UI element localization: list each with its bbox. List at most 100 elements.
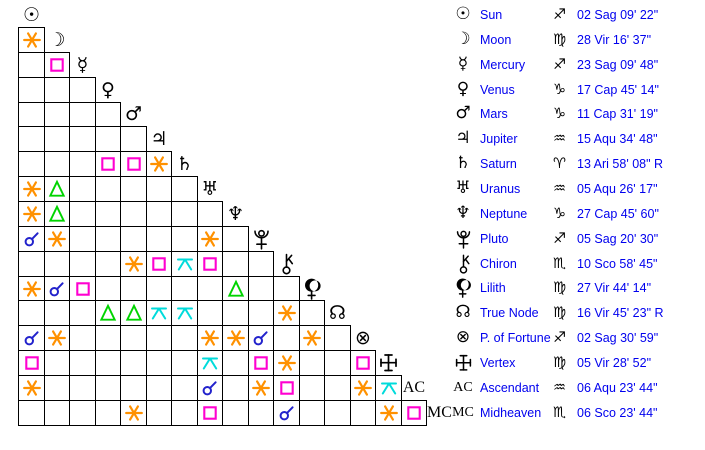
planet-position: 05 Sag 20' 30" (577, 231, 659, 246)
aspect-cell-midheaven-venus (95, 400, 121, 426)
planet-name: Lilith (480, 280, 506, 295)
trine-icon (124, 303, 144, 323)
aspect-cell-uranus-moon (44, 176, 70, 202)
legend-glyph-venus: ♀ (446, 81, 480, 98)
legend-glyph-sun: ☉ (446, 6, 480, 23)
grid-glyph-p-of-fortune: ⊗ (350, 325, 376, 351)
jupiter-icon: ♃ (150, 127, 168, 150)
grid-glyph-uranus: ♅ (197, 176, 223, 202)
planet-position: 02 Sag 09' 22" (577, 7, 659, 22)
saturn-icon: ♄ (175, 152, 194, 175)
planet-name: Ascendant (480, 380, 540, 395)
aspect-cell-chiron-uranus (197, 251, 223, 277)
aspect-cell-uranus-sun (18, 176, 45, 202)
grid-glyph-chiron (273, 251, 300, 277)
sign-vir-icon: ♍ (553, 31, 566, 48)
grid-glyph-mars: ♂ (120, 102, 147, 127)
grid-glyph-saturn: ♄ (171, 151, 198, 177)
conjunction-icon (277, 403, 297, 423)
aspect-cell-jupiter-venus (95, 126, 121, 152)
uranus-icon: ♅ (455, 178, 471, 198)
planet-name: Pluto (480, 231, 509, 246)
sextile-icon (124, 403, 144, 423)
planet-name: True Node (480, 305, 539, 320)
aspect-cell-neptune-saturn (171, 201, 198, 227)
grid-glyph-jupiter: ♃ (146, 126, 172, 152)
aspect-cell-pluto-mercury (69, 226, 96, 252)
legend-row-sun: ☉ Sun ♐ 02 Sag 09' 22" (446, 2, 705, 27)
aspect-cell-lilith-moon (44, 276, 70, 301)
aspect-cell-p-of-fortune-saturn (171, 325, 198, 351)
aspect-cell-jupiter-sun (18, 126, 45, 152)
grid-glyph-mercury: ☿ (69, 52, 96, 78)
aspect-cell-true-node-uranus (197, 300, 223, 326)
aspect-cell-neptune-mars (120, 201, 147, 227)
legend-row-jupiter: ♃ Jupiter ♒ 15 Aqu 34' 48" (446, 126, 705, 151)
aspect-cell-chiron-sun (18, 251, 45, 277)
legend-row-true-node: ☊ True Node ♍ 16 Vir 45' 23" R (446, 300, 705, 325)
grid-glyph-neptune: ♆ (222, 201, 249, 227)
grid-glyph-true-node: ☊ (324, 300, 351, 326)
aspect-cell-saturn-sun (18, 151, 45, 177)
planet-name: Neptune (480, 206, 528, 221)
sextile-icon (200, 328, 220, 348)
aspect-cell-midheaven-pluto (248, 400, 274, 426)
square-icon (98, 154, 118, 174)
quincunx-icon (175, 254, 195, 274)
aspect-cell-midheaven-chiron (273, 400, 300, 426)
aspect-cell-midheaven-saturn (171, 400, 198, 426)
ascendant-icon: AC (453, 379, 473, 395)
legend-row-midheaven: MC Midheaven ♏ 06 Sco 23' 44" (446, 400, 705, 425)
aspect-cell-lilith-neptune (222, 276, 249, 301)
sextile-icon (200, 229, 220, 249)
planet-name: Chiron (480, 256, 517, 271)
chiron-icon (453, 253, 474, 275)
square-icon (251, 353, 271, 373)
aspect-cell-true-node-jupiter (146, 300, 172, 326)
planet-name: Mars (480, 106, 508, 121)
aspect-cell-mars-moon (44, 102, 70, 127)
aspect-cell-ascendant-uranus (197, 375, 223, 401)
aspect-cell-saturn-venus (95, 151, 121, 177)
aspect-cell-midheaven-moon (44, 400, 70, 426)
square-icon (22, 353, 42, 373)
lilith-icon (302, 277, 323, 301)
pluto-icon (453, 228, 474, 250)
sextile-icon (277, 303, 297, 323)
trine-icon (47, 204, 67, 224)
aspect-cell-chiron-venus (95, 251, 121, 277)
aspect-cell-saturn-mercury (69, 151, 96, 177)
aspect-cell-true-node-neptune (222, 300, 249, 326)
sextile-icon (124, 254, 144, 274)
legend-row-uranus: ♅ Uranus ♒ 05 Aqu 26' 17" (446, 176, 705, 201)
aspect-cell-vertex-saturn (171, 350, 198, 376)
aspect-cell-midheaven-mars (120, 400, 147, 426)
legend-row-chiron: Chiron ♏ 10 Sco 58' 45" (446, 251, 705, 276)
aspect-cell-vertex-moon (44, 350, 70, 376)
aspect-cell-pluto-sun (18, 226, 45, 252)
sextile-icon (277, 353, 297, 373)
aspect-cell-lilith-jupiter (146, 276, 172, 301)
sextile-icon (302, 328, 322, 348)
aspect-cell-uranus-mars (120, 176, 147, 202)
sextile-icon (47, 328, 67, 348)
venus-icon: ♀ (101, 78, 115, 101)
planet-name: Uranus (480, 181, 521, 196)
legend-row-mercury: ☿ Mercury ♐ 23 Sag 09' 48" (446, 52, 705, 77)
aspect-cell-true-node-pluto (248, 300, 274, 326)
sextile-icon (149, 154, 169, 174)
aspect-cell-midheaven-ascendant (401, 400, 427, 426)
aspect-cell-midheaven-uranus (197, 400, 223, 426)
planet-position: 06 Aqu 23' 44" (577, 380, 658, 395)
legend-glyph-vertex (446, 352, 480, 374)
aspect-cell-jupiter-mars (120, 126, 147, 152)
legend-glyph-lilith (446, 277, 480, 299)
aspect-cell-midheaven-lilith (299, 400, 325, 426)
aspect-cell-chiron-neptune (222, 251, 249, 277)
planet-position: 16 Vir 45' 23" R (577, 305, 664, 320)
aspect-cell-true-node-venus (95, 300, 121, 326)
aspect-cell-uranus-venus (95, 176, 121, 202)
aspect-cell-mars-sun (18, 102, 45, 127)
legend-row-moon: ☽ Moon ♍ 28 Vir 16' 37" (446, 27, 705, 52)
